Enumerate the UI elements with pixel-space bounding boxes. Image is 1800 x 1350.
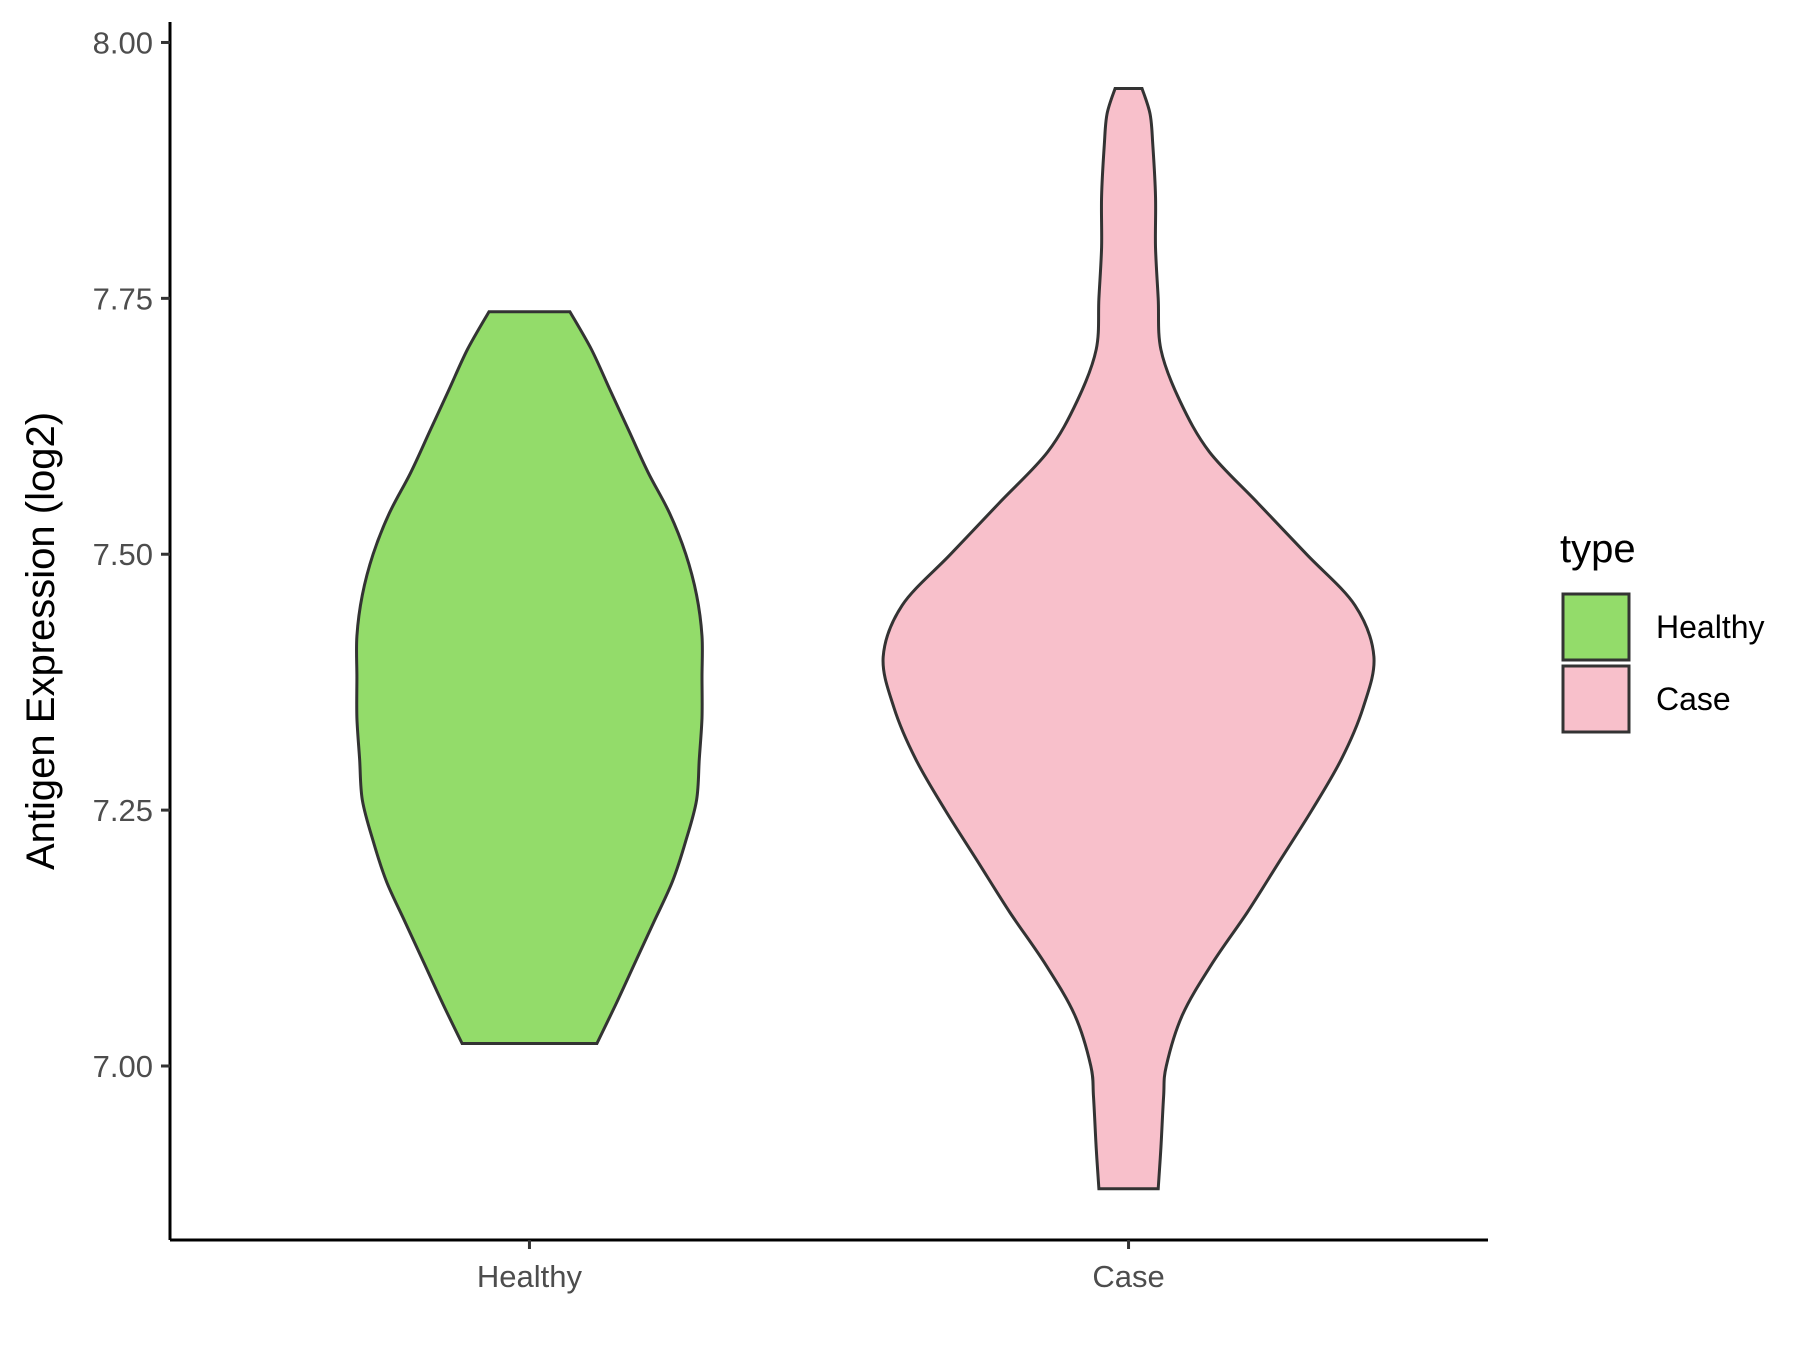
y-tick-label: 7.25 [93,793,153,828]
violin-healthy [355,310,704,1045]
legend: type Healthy Case [1560,527,1765,734]
x-axis: Healthy Case [170,1238,1488,1294]
y-axis-title: Antigen Expression (log2) [19,412,63,870]
x-tick-label: Healthy [477,1259,583,1294]
violin-case [881,87,1376,1191]
y-tick-label: 7.50 [93,537,153,572]
legend-label-case: Case [1656,681,1731,717]
legend-label-healthy: Healthy [1656,609,1765,645]
y-tick-label: 7.75 [93,281,153,316]
y-tick-label: 8.00 [93,25,153,60]
legend-title: type [1560,527,1636,571]
violin-layer [355,87,1376,1191]
legend-swatch-case [1561,664,1631,734]
y-axis: 7.00 7.25 7.50 7.75 8.00 [93,22,172,1240]
x-tick-label: Case [1092,1259,1164,1294]
legend-swatch-healthy [1561,592,1631,662]
y-tick-label: 7.00 [93,1049,153,1084]
